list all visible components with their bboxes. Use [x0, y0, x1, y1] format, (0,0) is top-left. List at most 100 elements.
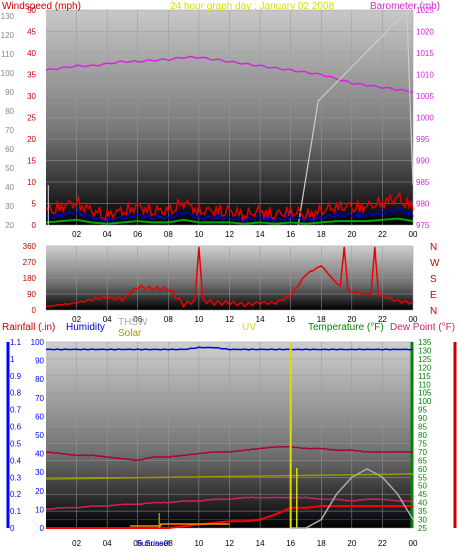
top-gray-line [297, 9, 414, 226]
humidity-tick: 90 [35, 357, 44, 366]
mid-left-tick: 360 [23, 242, 37, 251]
temperature-label: Temperature (°F) [308, 322, 384, 333]
rain-tick: 0.4 [10, 456, 22, 465]
top-left-tick: 90 [5, 88, 14, 97]
bot-x-tick: 16 [286, 539, 295, 548]
graph-title: 24 hour graph day : January 02 2008 [170, 1, 334, 12]
humidity-tick: 50 [35, 431, 44, 440]
temp-tick: 60 [418, 465, 427, 474]
top-x-tick: 04 [103, 230, 112, 239]
temp-tick: 65 [418, 456, 427, 465]
humidity-tick: 10 [35, 505, 44, 514]
top-right-tick: 1025 [416, 6, 434, 15]
top-x-tick: 08 [164, 230, 173, 239]
top-inner-tick: 5 [32, 200, 37, 209]
bot-x-tick: 14 [256, 539, 265, 548]
mid-x-tick: 22 [378, 315, 387, 324]
windspeed-line [45, 191, 414, 223]
rain-tick: 0.9 [10, 372, 22, 381]
chart-marks [6, 9, 457, 529]
top-left-tick: 20 [5, 221, 14, 230]
thsw-label: THSW [118, 317, 148, 328]
top-inner-tick: 40 [27, 49, 36, 58]
temp-tick: 115 [418, 372, 431, 381]
wind-gust-line [45, 207, 414, 224]
bot-x-tick: 20 [347, 539, 356, 548]
temp-tick: 35 [418, 507, 427, 516]
temp-tick: 135 [418, 338, 432, 347]
mid-x-tick: 18 [317, 315, 326, 324]
mid-x-tick: 14 [256, 315, 265, 324]
temp-tick: 45 [418, 490, 427, 499]
bot-x-tick: 06 [133, 539, 142, 548]
humidity-tick: 40 [35, 450, 44, 459]
mid-x-tick: 12 [225, 315, 234, 324]
top-left-tick: 120 [1, 31, 15, 40]
top-right-tick: 1010 [416, 71, 434, 80]
barometer-label: Barometer (mb) [370, 1, 440, 12]
temp-tick: 80 [418, 431, 427, 440]
top-x-tick: 20 [347, 230, 356, 239]
sunset-label: Sunset [145, 539, 171, 548]
top-inner-tick: 10 [27, 178, 36, 187]
top-inner-tick: 20 [27, 135, 36, 144]
top-inner-tick: 25 [27, 114, 36, 123]
top-inner-tick: 30 [27, 92, 36, 101]
top-left-tick: 40 [5, 183, 14, 192]
mid-x-tick: 10 [194, 315, 203, 324]
temp-tick: 55 [418, 473, 427, 482]
orange-step-line [130, 523, 230, 527]
top-right-tick: 995 [416, 135, 430, 144]
dewpoint-label: Dew Point (°F) [390, 322, 455, 333]
direction-line [45, 246, 414, 309]
humidity-tick: 0 [40, 524, 45, 533]
mid-x-tick: 02 [72, 315, 81, 324]
temp-tick: 110 [418, 380, 431, 389]
top-right-tick: 1000 [416, 114, 434, 123]
barometer-line [45, 55, 414, 93]
mid-left-tick: 270 [23, 258, 37, 267]
gridlines [46, 9, 414, 529]
temp-tick: 105 [418, 389, 432, 398]
solar-line [45, 473, 414, 480]
top-left-tick: 110 [1, 50, 14, 59]
bot-x-tick: 18 [317, 539, 326, 548]
rain-tick: 0 [10, 524, 15, 533]
temperature-line [45, 445, 414, 461]
rain-tick: 1.1 [10, 338, 22, 347]
humidity-line [45, 346, 414, 351]
temp-tick: 100 [418, 397, 432, 406]
top-x-tick: 16 [286, 230, 295, 239]
humidity-tick: 70 [35, 394, 44, 403]
rain-tick: 0.8 [10, 389, 22, 398]
axis-labels: 1301201101009080706050403020504540353025… [1, 6, 440, 548]
sunrise-label: Sunrise [136, 539, 164, 548]
top-x-tick: 18 [317, 230, 326, 239]
mid-x-tick: 04 [103, 315, 112, 324]
temp-tick: 90 [418, 414, 427, 423]
dewpoint-line [45, 496, 414, 511]
top-left-tick: 30 [5, 202, 14, 211]
top-inner-tick: 45 [27, 28, 36, 37]
top-right-tick: 990 [416, 157, 430, 166]
rain-tick: 0.6 [10, 423, 22, 432]
rainfall-line [46, 505, 413, 529]
wind-green-line [45, 217, 414, 225]
temp-tick: 70 [418, 448, 427, 457]
top-x-tick: 10 [194, 230, 203, 239]
bot-x-tick: 02 [72, 539, 81, 548]
temp-tick: 50 [418, 482, 427, 491]
rain-tick: 0.5 [10, 439, 22, 448]
direction-label: S [430, 274, 437, 285]
top-left-tick: 130 [1, 12, 15, 21]
top-x-tick: 14 [256, 230, 265, 239]
top-inner-tick: 35 [27, 71, 36, 80]
top-left-tick: 100 [1, 69, 15, 78]
temp-tick: 25 [418, 524, 427, 533]
mid-left-tick: 0 [32, 306, 37, 315]
mid-x-tick: 06 [133, 315, 142, 324]
temp-tick: 125 [418, 355, 432, 364]
top-inner-tick: 15 [27, 157, 36, 166]
